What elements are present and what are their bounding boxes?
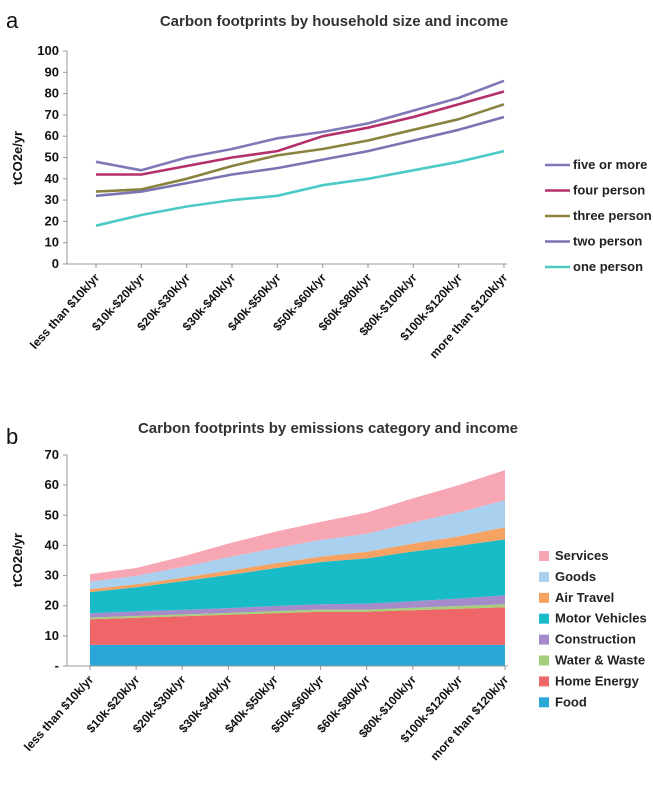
chart-b-ylabel: tCO2e/yr xyxy=(10,533,25,587)
series-line-four-person xyxy=(96,90,505,176)
legend-swatch-goods xyxy=(539,571,549,582)
y-tick-label: 100 xyxy=(37,43,59,58)
x-tick-label: more than $120k/yr xyxy=(427,270,511,361)
area-motor-vehicles xyxy=(90,539,505,614)
legend-swatch-services xyxy=(539,551,549,561)
chart-b: b Carbon footprints by emissions categor… xyxy=(6,420,647,763)
y-tick-label: 20 xyxy=(45,213,59,228)
y-tick-label: 10 xyxy=(45,628,59,643)
y-tick-label: 10 xyxy=(45,235,59,250)
legend-swatch-motor-vehicles xyxy=(539,613,549,624)
chart-a-axes xyxy=(66,51,507,265)
legend-swatch-home-energy xyxy=(539,676,549,687)
legend-label-construction: Construction xyxy=(555,632,636,647)
chart-b-plot-area xyxy=(90,470,505,666)
y-tick-label: 0 xyxy=(52,256,59,271)
chart-b-legend: Services Goods Air Travel Motor Vehicles Con… xyxy=(539,548,647,709)
legend-label-air-travel: Air Travel xyxy=(555,590,614,605)
y-tick-label: 60 xyxy=(45,128,59,143)
chart-a-title: Carbon footprints by household size and … xyxy=(160,13,508,30)
legend-label-food: Food xyxy=(555,694,587,709)
legend-label-two-person: two person xyxy=(573,234,642,249)
series-line-two-person xyxy=(95,115,505,198)
y-tick-label: 80 xyxy=(45,86,59,101)
chart-b-x-ticks: less than $10k/yr$10k-$20k/yr$20k-$30k/y… xyxy=(21,666,511,763)
legend-label-five-or-more: five or more xyxy=(573,157,647,172)
x-tick-label: less than $10k/yr xyxy=(21,672,96,753)
x-tick-label: less than $10k/yr xyxy=(27,270,102,351)
y-tick-label: 90 xyxy=(45,64,59,79)
panel-letter-a: a xyxy=(6,8,19,33)
legend-label-one-person: one person xyxy=(573,259,643,274)
legend-label-home-energy: Home Energy xyxy=(555,673,640,688)
chart-a-plot-area xyxy=(95,79,505,227)
series-line-one-person xyxy=(95,149,505,227)
chart-a-x-ticks: less than $10k/yr$10k-$20k/yr$20k-$30k/y… xyxy=(27,264,510,361)
legend-label-three-person: three person xyxy=(573,208,652,223)
legend-swatch-water-waste xyxy=(539,655,549,666)
y-tick-label: 70 xyxy=(45,107,59,122)
panel-letter-b: b xyxy=(6,424,18,449)
legend-label-four-person: four person xyxy=(573,183,645,198)
y-tick-label: 20 xyxy=(45,598,59,613)
area-water-waste xyxy=(90,604,505,620)
legend-label-water-waste: Water & Waste xyxy=(555,653,645,668)
chart-a: a Carbon footprints by household size an… xyxy=(6,8,652,361)
legend-label-motor-vehicles: Motor Vehicles xyxy=(555,611,647,626)
area-food xyxy=(90,644,505,666)
area-air-travel xyxy=(90,527,505,593)
chart-a-legend: five or more four person three person two p… xyxy=(545,157,652,274)
y-tick-label: 70 xyxy=(45,447,59,462)
y-tick-label: - xyxy=(55,658,59,673)
x-tick-label: more than $120k/yr xyxy=(428,672,512,763)
chart-b-title: Carbon footprints by emissions category … xyxy=(138,420,518,437)
y-tick-label: 50 xyxy=(45,507,59,522)
y-tick-label: 30 xyxy=(45,568,59,583)
y-tick-label: 40 xyxy=(45,537,59,552)
y-tick-label: 60 xyxy=(45,477,59,492)
chart-a-ylabel: tCO2e/yr xyxy=(10,131,25,185)
chart-b-y-ticks: - 10 20 30 40 50 60 70 xyxy=(45,447,67,673)
y-tick-label: 40 xyxy=(45,171,59,186)
chart-a-y-ticks: 0 10 20 30 40 50 60 70 80 90 100 xyxy=(37,43,67,271)
legend-swatch-food xyxy=(539,697,549,708)
chart-b-axes xyxy=(66,455,508,667)
legend-swatch-construction xyxy=(539,634,549,645)
series-line-five-or-more xyxy=(95,79,505,172)
legend-label-services: Services xyxy=(555,548,609,563)
legend-label-goods: Goods xyxy=(555,569,596,584)
y-tick-label: 30 xyxy=(45,192,59,207)
legend-swatch-air-travel xyxy=(539,592,549,603)
y-tick-label: 50 xyxy=(45,150,59,165)
series-line-three-person xyxy=(95,103,505,193)
area-services xyxy=(90,470,505,582)
area-goods xyxy=(90,500,505,590)
area-home-energy xyxy=(90,607,505,645)
area-construction xyxy=(90,595,505,618)
